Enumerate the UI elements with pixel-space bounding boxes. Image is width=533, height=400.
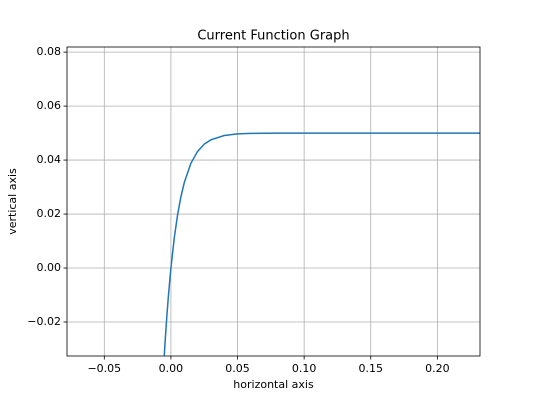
plot-frame: [66, 46, 481, 357]
y-tick-label: 0.02: [37, 207, 62, 220]
x-tick-label: −0.05: [87, 362, 121, 375]
y-tick-label: 0.04: [37, 153, 62, 166]
y-axis-label: vertical axis: [6, 168, 19, 235]
x-axis-label: horizontal axis: [233, 378, 314, 391]
y-tick-label: 0.00: [37, 261, 62, 274]
y-tick-label: 0.06: [37, 99, 62, 112]
line: [163, 132, 480, 356]
x-tick-label: 0.05: [225, 362, 250, 375]
x-tick-label: 0.20: [425, 362, 450, 375]
y-tick-label: 0.08: [37, 45, 62, 58]
x-tick-label: 0.15: [359, 362, 384, 375]
x-tick-label: 0.10: [292, 362, 317, 375]
chart-title: Current Function Graph: [197, 29, 349, 44]
x-tick-label: 0.00: [159, 362, 184, 375]
y-tick-label: −0.02: [27, 315, 61, 328]
